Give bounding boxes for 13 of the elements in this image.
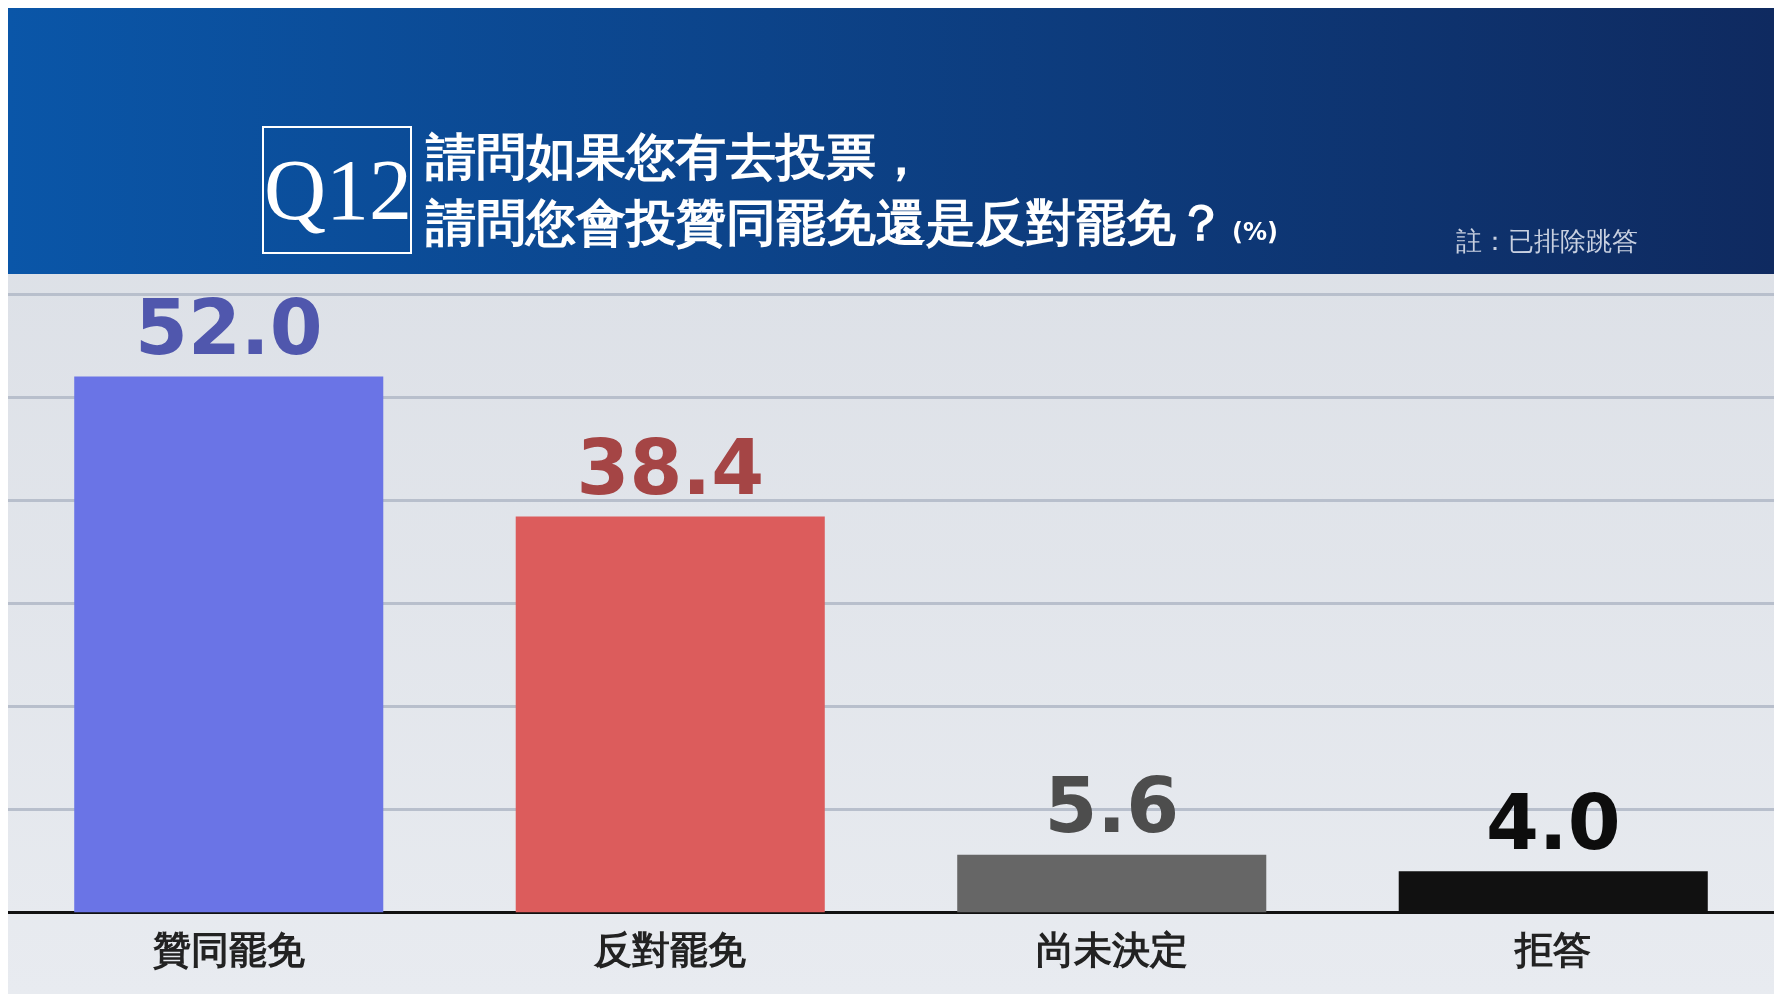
data-label: 5.6 (1044, 761, 1180, 851)
x-tick-label: 贊同罷免 (151, 928, 305, 973)
y-axis-title: (%) (1232, 218, 1278, 246)
text: 註：已排除跳答 (1456, 225, 1638, 258)
chart-subtitle: 請問您會投贊同罷免還是反對罷免？ (426, 193, 1226, 252)
x-tick-label: 反對罷免 (593, 928, 747, 973)
x-tick-label: 尚未決定 (1035, 928, 1188, 973)
data-label: 52.0 (134, 283, 323, 373)
chart-title: 請問如果您有去投票， (426, 127, 926, 186)
x-tick-label: 拒答 (1513, 928, 1592, 973)
data-label: 4.0 (1485, 777, 1621, 867)
text: Q12 (262, 126, 413, 254)
data-label: 38.4 (576, 423, 765, 513)
